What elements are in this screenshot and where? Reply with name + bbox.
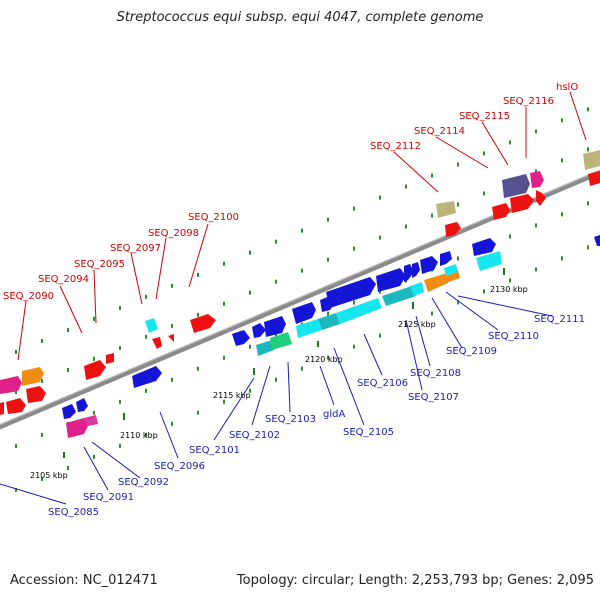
gene-label-seq-2098: SEQ_2098 xyxy=(148,228,199,239)
gene-red xyxy=(536,190,546,206)
gene-cyan xyxy=(444,264,458,276)
genome-summary-text: Topology: circular; Length: 2,253,793 bp… xyxy=(236,573,594,588)
gene-blue xyxy=(472,238,496,256)
gene-blue xyxy=(412,262,420,278)
gene-blue xyxy=(440,251,452,266)
chromosome-backbone xyxy=(0,169,600,430)
gene-label-seq-2115: SEQ_2115 xyxy=(459,111,510,122)
gene-label-seq-2102: SEQ_2102 xyxy=(229,430,280,441)
gene-red xyxy=(588,171,600,186)
gene-teal xyxy=(318,313,340,330)
gene-magenta xyxy=(530,171,544,188)
gene-magenta xyxy=(66,418,88,438)
scale-label-2105: 2105 kbp xyxy=(30,471,68,480)
gene-blue xyxy=(326,277,376,308)
scale-label-2120: 2120 kbp xyxy=(305,355,343,364)
gene-blue xyxy=(594,235,600,246)
genes-forward xyxy=(0,150,600,415)
label-leaders-bottom xyxy=(0,291,553,505)
gene-label-seq-2112: SEQ_2112 xyxy=(370,141,421,152)
accession-text: Accession: NC_012471 xyxy=(10,573,158,588)
gene-label-seq-2114: SEQ_2114 xyxy=(414,126,465,137)
gene-label-seq-2101: SEQ_2101 xyxy=(189,445,240,456)
gene-orange xyxy=(22,367,44,386)
gene-red xyxy=(168,334,174,342)
gene-red xyxy=(190,314,216,333)
gene-label-seq-2091: SEQ_2091 xyxy=(83,492,134,503)
gene-red xyxy=(84,360,106,380)
gene-label-glda: gldA xyxy=(323,409,345,420)
gene-blue xyxy=(420,256,438,274)
gene-red xyxy=(106,353,114,364)
gene-magenta xyxy=(0,376,22,394)
label-leaders-top xyxy=(17,91,587,361)
gene-label-seq-2097: SEQ_2097 xyxy=(110,243,161,254)
scale-ticks xyxy=(63,268,505,458)
gene-magenta xyxy=(84,415,98,426)
gene-cyan xyxy=(296,319,322,338)
gene-label-seq-2105: SEQ_2105 xyxy=(343,427,394,438)
gene-label-seq-2090: SEQ_2090 xyxy=(3,291,54,302)
gene-label-seq-2085: SEQ_2085 xyxy=(48,507,99,518)
gene-label-seq-2108: SEQ_2108 xyxy=(410,368,461,379)
gene-orange xyxy=(424,274,448,292)
gene-olive xyxy=(436,201,456,218)
gene-blue xyxy=(252,323,266,338)
gene-label-seq-2100: SEQ_2100 xyxy=(188,212,239,223)
gene-label-seq-2111: SEQ_2111 xyxy=(534,314,585,325)
genome-title: Streptococcus equi subsp. equi 4047, com… xyxy=(116,10,484,25)
scale-label-2115: 2115 kbp xyxy=(213,391,251,400)
gene-label-seq-2110: SEQ_2110 xyxy=(488,331,539,342)
gene-cyan xyxy=(336,298,382,324)
gene-blue xyxy=(376,268,406,292)
gene-label-seq-2107: SEQ_2107 xyxy=(408,392,459,403)
gene-blue xyxy=(232,330,250,346)
gene-olive xyxy=(583,150,600,170)
scale-label-2130: 2130 kbp xyxy=(490,285,528,294)
gene-red xyxy=(445,222,461,237)
gene-teal xyxy=(382,286,416,306)
gene-green xyxy=(270,332,292,350)
scale-label-2110: 2110 kbp xyxy=(120,431,158,440)
gene-red xyxy=(26,386,46,403)
gene-label-seq-2103: SEQ_2103 xyxy=(265,414,316,425)
gene-label-seq-2106: SEQ_2106 xyxy=(357,378,408,389)
gene-cyan xyxy=(410,282,424,296)
gene-red xyxy=(0,402,4,415)
gene-label-seq-2116: SEQ_2116 xyxy=(503,96,554,107)
gene-blue xyxy=(404,264,414,282)
gene-blue xyxy=(264,316,286,337)
gene-label-seq-2096: SEQ_2096 xyxy=(154,461,205,472)
gene-cyan xyxy=(476,251,502,271)
gene-label-seq-2094: SEQ_2094 xyxy=(38,274,89,285)
gene-label-seq-2109: SEQ_2109 xyxy=(446,346,497,357)
gene-label-hslo: hslO xyxy=(556,82,578,93)
gene-red xyxy=(492,203,510,220)
gene-cyan xyxy=(145,318,158,333)
gene-red xyxy=(6,398,26,414)
gene-label-seq-2095: SEQ_2095 xyxy=(74,259,125,270)
gene-blue xyxy=(132,366,162,388)
gene-blue xyxy=(292,302,316,324)
gene-label-seq-2092: SEQ_2092 xyxy=(118,477,169,488)
gene-blue xyxy=(62,404,76,419)
gene-purple xyxy=(502,174,530,198)
gene-red xyxy=(510,194,534,213)
gene-teal xyxy=(256,340,274,356)
strand-guides xyxy=(15,107,589,492)
genes-reverse xyxy=(62,235,600,438)
gene-red xyxy=(152,337,162,349)
scale-label-2125: 2125 kbp xyxy=(398,320,436,329)
gene-blue xyxy=(76,398,88,412)
